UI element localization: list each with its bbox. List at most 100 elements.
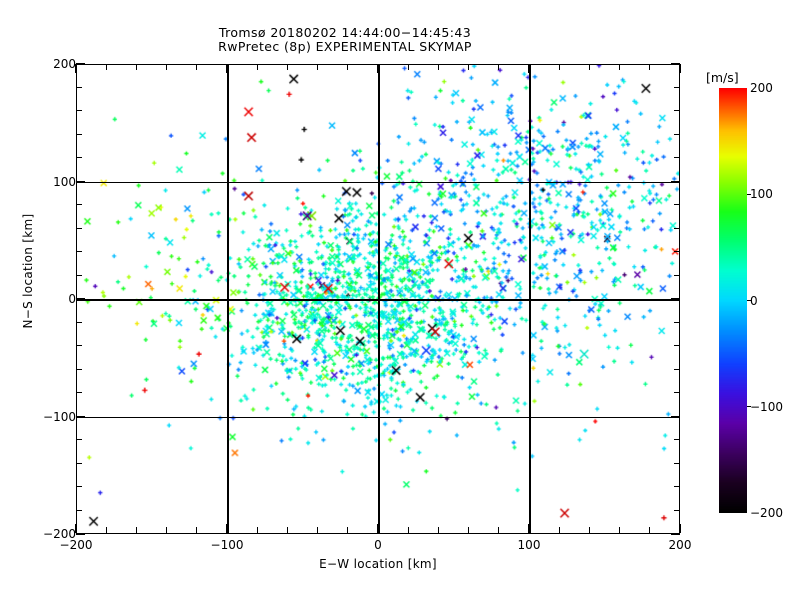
y-tick-right-major [671, 180, 680, 183]
y-tick-right-major [671, 63, 680, 65]
colorbar-gradient [719, 88, 747, 513]
y-tick-label: −100 [43, 409, 76, 424]
y-tick-minor [76, 227, 82, 229]
x-tick-major [75, 524, 77, 533]
y-tick-right-minor [674, 345, 680, 347]
y-tick-minor [76, 345, 82, 347]
y-tick-right-minor [674, 133, 680, 135]
y-tick-right-minor [674, 462, 680, 464]
y-tick-minor [76, 110, 82, 112]
y-tick-label: 0 [68, 292, 76, 306]
y-tick-minor [76, 486, 82, 488]
y-tick-label: −200 [43, 527, 76, 541]
x-tick-minor [437, 527, 439, 533]
x-tick-top-minor [135, 64, 137, 70]
x-tick-major [377, 524, 379, 533]
x-tick-top-major [75, 64, 77, 73]
x-tick-minor [316, 527, 319, 533]
x-tick-major [528, 524, 530, 533]
x-tick-label: −200 [59, 538, 93, 552]
y-tick-right-minor [674, 509, 680, 511]
title-line-1: Tromsø 20180202 14:44:00−14:45:43 [218, 25, 472, 40]
x-tick-top-minor [105, 64, 107, 70]
x-tick-top-minor [256, 64, 258, 70]
plot-area[interactable] [76, 64, 680, 534]
y-tick-major [76, 63, 85, 65]
y-tick-right-minor [674, 274, 680, 276]
x-tick-minor [558, 527, 560, 533]
x-tick-minor [588, 527, 590, 533]
colorbar-tick [747, 299, 751, 302]
y-tick-right-minor [674, 157, 680, 159]
y-axis-title: N−S location [km] [21, 213, 35, 329]
y-tick-minor [76, 86, 82, 88]
scatter-data-layer [77, 65, 679, 533]
x-tick-minor [286, 527, 288, 533]
x-tick-label: 100 [517, 538, 541, 552]
x-tick-minor [649, 527, 651, 533]
y-tick-major [76, 415, 85, 418]
x-tick-top-minor [165, 64, 168, 70]
x-tick-minor [256, 527, 258, 533]
x-tick-top-major [377, 64, 379, 73]
y-tick-minor [76, 368, 82, 370]
colorbar-tick [747, 193, 751, 195]
y-tick-minor [76, 251, 82, 253]
y-tick-major [76, 180, 85, 183]
y-tick-right-minor [674, 486, 680, 488]
colorbar-tick-label: 100 [750, 187, 773, 202]
x-tick-top-minor [618, 64, 621, 70]
x-tick-major [679, 524, 681, 533]
y-tick-minor [76, 462, 82, 464]
x-tick-top-minor [437, 64, 439, 70]
x-tick-top-major [226, 64, 228, 73]
x-tick-label: −100 [210, 538, 244, 552]
y-tick-minor [76, 274, 82, 276]
x-tick-minor [467, 527, 470, 533]
y-tick-right-major [671, 298, 680, 300]
x-tick-major [226, 524, 228, 533]
x-tick-minor [105, 527, 107, 533]
y-tick-minor [76, 157, 82, 159]
y-tick-minor [76, 321, 82, 323]
y-tick-major [76, 298, 85, 300]
colorbar-tick [747, 406, 751, 408]
colorbar-tick-label: 0 [750, 293, 758, 308]
x-tick-top-minor [649, 64, 651, 70]
x-tick-minor [165, 527, 168, 533]
y-tick-minor [76, 204, 82, 206]
y-tick-right-minor [674, 439, 680, 441]
x-tick-top-major [528, 64, 530, 73]
x-tick-minor [498, 527, 500, 533]
y-tick-right-minor [674, 321, 680, 323]
colorbar-tick-label: −200 [750, 506, 783, 520]
x-axis-title: E−W location [km] [319, 557, 437, 571]
title-line-2: RwPretec (8p) EXPERIMENTAL SKYMAP [218, 39, 472, 54]
y-tick-right-minor [674, 227, 680, 229]
y-tick-minor [76, 439, 82, 441]
x-tick-top-minor [588, 64, 590, 70]
x-tick-minor [407, 527, 409, 533]
x-tick-top-minor [467, 64, 470, 70]
y-tick-minor [76, 392, 82, 394]
y-tick-right-minor [674, 110, 680, 112]
x-tick-minor [135, 527, 137, 533]
y-tick-right-minor [674, 392, 680, 394]
x-tick-minor [347, 527, 349, 533]
x-tick-label: 200 [668, 538, 692, 552]
x-tick-minor [196, 527, 198, 533]
y-tick-right-minor [674, 86, 680, 88]
x-tick-top-minor [316, 64, 319, 70]
y-tick-major [76, 533, 85, 535]
y-tick-right-minor [674, 204, 680, 206]
x-tick-minor [618, 527, 621, 533]
y-tick-right-minor [674, 251, 680, 253]
y-tick-label: 200 [53, 57, 76, 71]
y-tick-minor [76, 509, 82, 511]
x-tick-label: 0 [374, 538, 382, 552]
y-tick-minor [76, 133, 82, 135]
colorbar-tick-label: 200 [750, 81, 773, 95]
x-tick-top-major [679, 64, 681, 73]
figure-title: Tromsø 20180202 14:44:00−14:45:43 RwPret… [0, 26, 690, 54]
